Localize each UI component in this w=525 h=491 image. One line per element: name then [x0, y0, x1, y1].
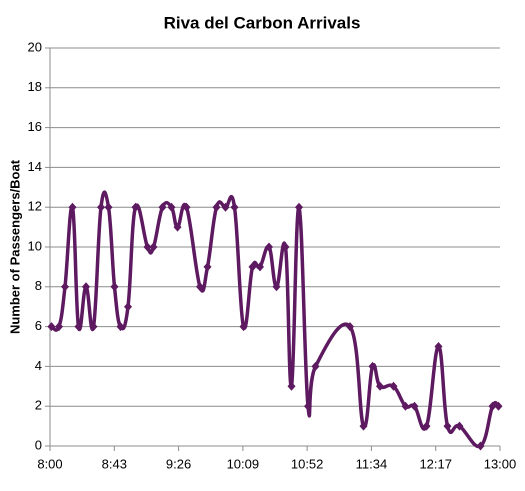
data-point [47, 322, 56, 332]
y-axis-label: Number of Passengers/Boat [7, 159, 22, 334]
data-point [104, 202, 113, 212]
x-tick-label: 11:34 [356, 456, 388, 471]
y-tick-label: 20 [28, 39, 42, 54]
data-point [410, 401, 419, 411]
data-point [401, 401, 410, 411]
data-point [376, 381, 384, 391]
data-point [265, 242, 273, 252]
data-point [196, 282, 204, 292]
y-tick-label: 10 [28, 238, 42, 253]
x-tick-label: 8:00 [37, 456, 62, 471]
y-tick-label: 14 [28, 159, 42, 174]
data-point [494, 401, 503, 411]
data-point [443, 421, 452, 431]
data-point [311, 361, 320, 371]
data-point [422, 421, 431, 431]
data-point [359, 421, 368, 431]
data-point [131, 202, 140, 212]
data-point [295, 202, 303, 212]
data-point [149, 242, 158, 252]
chart-title: Riva del Carbon Arrivals [164, 13, 361, 32]
data-point [281, 242, 290, 252]
data-point [287, 381, 296, 391]
y-tick-label: 4 [35, 358, 42, 373]
data-point [212, 202, 221, 212]
data-point [434, 342, 443, 351]
data-point [61, 282, 69, 292]
data-line [50, 190, 500, 449]
x-tick-label: 13:00 [484, 456, 517, 471]
y-tick-label: 8 [35, 278, 42, 293]
data-point [389, 381, 398, 391]
data-point [221, 202, 230, 212]
data-point [173, 222, 182, 232]
data-point [256, 262, 264, 272]
data-point [68, 202, 77, 212]
data-point [116, 322, 125, 332]
data-point [248, 262, 257, 272]
y-tick-label: 6 [35, 318, 42, 333]
data-point [82, 282, 90, 292]
data-point [455, 421, 464, 431]
data-point [89, 322, 98, 332]
x-tick-label: 9:26 [166, 456, 191, 471]
data-point [488, 401, 497, 411]
data-point [143, 242, 152, 252]
data-point [124, 302, 132, 312]
data-point [74, 322, 83, 332]
data-point [203, 262, 212, 272]
data-point [368, 361, 377, 371]
y-tick-label: 2 [35, 398, 42, 413]
data-point [272, 282, 281, 292]
data-point [158, 202, 167, 212]
data-point [182, 202, 191, 212]
x-tick-label: 10:52 [291, 456, 324, 471]
data-point [239, 322, 248, 332]
y-tick-label: 18 [28, 79, 42, 94]
x-tick-label: 8:43 [102, 456, 127, 471]
y-tick-label: 12 [28, 199, 42, 214]
data-point [476, 441, 485, 451]
y-tick-label: 0 [35, 437, 42, 452]
data-point [346, 322, 354, 332]
data-point [55, 322, 63, 332]
x-tick-label: 12:17 [419, 456, 452, 471]
data-point [110, 282, 119, 292]
data-point [97, 202, 105, 212]
data-point [304, 401, 312, 411]
data-point [230, 202, 239, 212]
x-tick-label: 10:09 [227, 456, 260, 471]
y-tick-label: 16 [28, 119, 42, 134]
data-point [167, 202, 176, 212]
